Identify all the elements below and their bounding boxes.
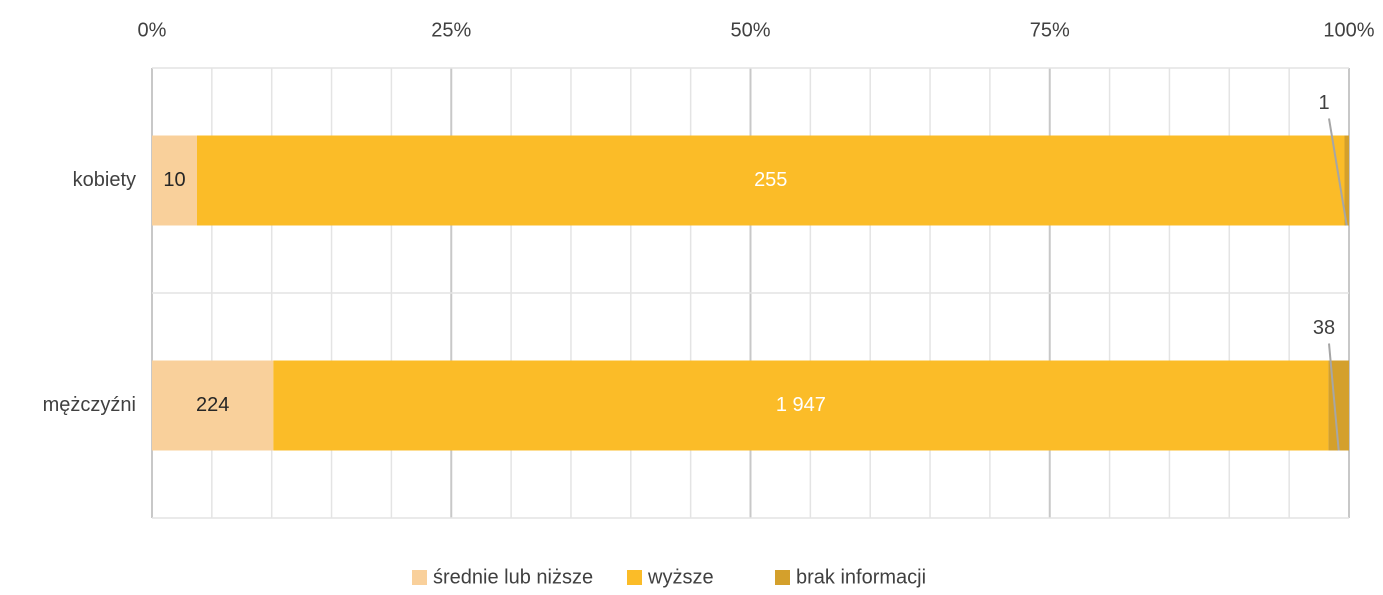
x-tick-label: 50% bbox=[730, 19, 770, 41]
legend-label: brak informacji bbox=[796, 566, 926, 588]
data-label: 1 947 bbox=[776, 394, 826, 416]
leader-line bbox=[1328, 343, 1340, 451]
legend-swatch bbox=[627, 570, 642, 585]
bar-segment bbox=[152, 135, 197, 226]
bar-segment bbox=[152, 360, 274, 451]
x-tick-label: 75% bbox=[1030, 19, 1070, 41]
leader-line bbox=[1328, 118, 1348, 226]
legend-label: średnie lub niższe bbox=[433, 566, 593, 588]
x-tick-label: 0% bbox=[138, 19, 167, 41]
bar-segment bbox=[273, 360, 1329, 451]
legend-swatch bbox=[412, 570, 427, 585]
y-tick-label: kobiety bbox=[73, 169, 136, 191]
data-label: 1 bbox=[1318, 92, 1329, 114]
x-tick-label: 100% bbox=[1323, 19, 1374, 41]
y-tick-label: mężczyźni bbox=[43, 394, 136, 416]
x-tick-label: 25% bbox=[431, 19, 471, 41]
bar-segment bbox=[197, 135, 1345, 226]
legend-swatch bbox=[775, 570, 790, 585]
data-label: 38 bbox=[1313, 317, 1335, 339]
data-label: 224 bbox=[196, 394, 229, 416]
data-label: 255 bbox=[754, 169, 787, 191]
bar-segment bbox=[1344, 135, 1349, 226]
data-label: 10 bbox=[163, 169, 185, 191]
legend-label: wyższe bbox=[647, 566, 714, 588]
